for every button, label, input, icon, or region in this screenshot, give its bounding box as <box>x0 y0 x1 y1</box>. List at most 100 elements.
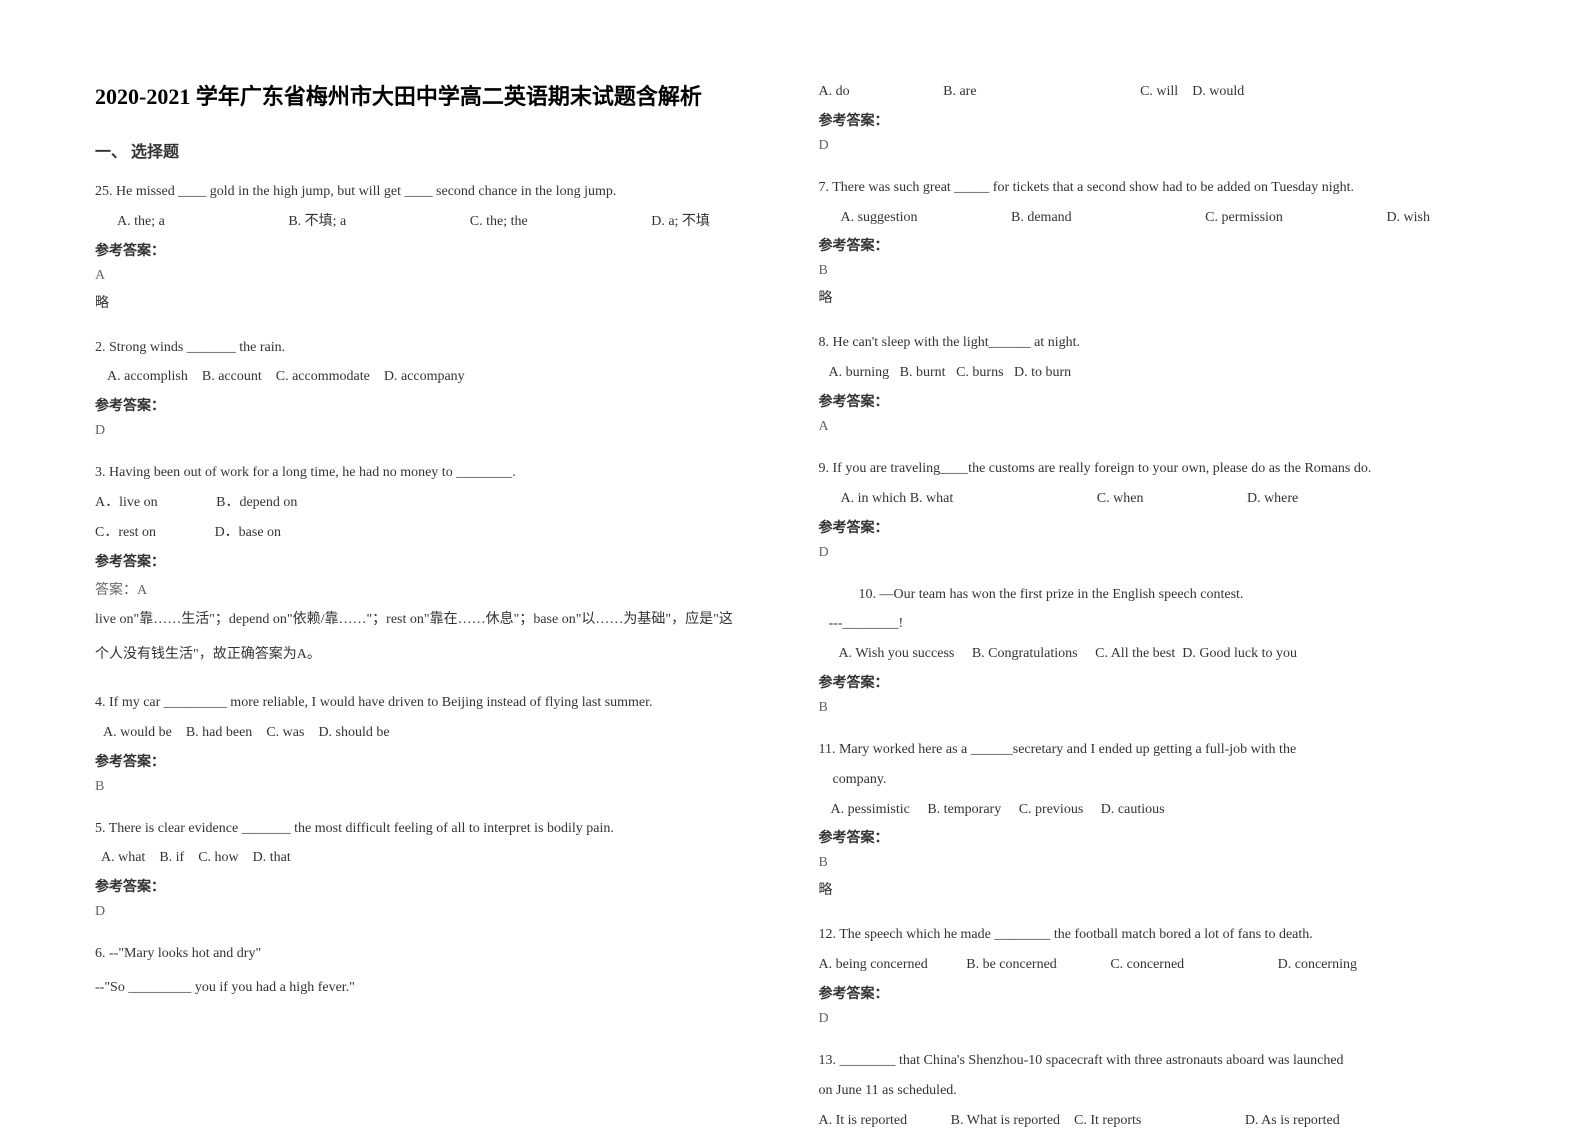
answer-label: 参考答案： <box>819 672 1493 692</box>
question-text-line-1: 13. ________ that China's Shenzhou-10 sp… <box>819 1049 1493 1073</box>
option-a: A. pessimistic <box>831 798 910 822</box>
question-options-row1: A．live on B．depend on <box>95 491 769 515</box>
option-a: A. would be <box>103 721 172 745</box>
option-d: D. that <box>253 846 291 870</box>
question-text-line-2: company. <box>819 768 1493 792</box>
option-b: B. are <box>943 80 976 104</box>
question-options: A. do B. are C. will D. would <box>819 80 1493 104</box>
question-10: 10. —Our team has won the first prize in… <box>819 583 1493 724</box>
question-text-line-2: ---________! <box>819 612 1493 636</box>
option-c: C. how <box>198 846 238 870</box>
question-text: 4. If my car _________ more reliable, I … <box>95 691 769 715</box>
option-d: D. where <box>1247 487 1298 511</box>
question-options: A. being concerned B. be concerned C. co… <box>819 953 1493 977</box>
option-a: A. do <box>819 80 850 104</box>
question-text-line-2: on June 11 as scheduled. <box>819 1079 1493 1103</box>
answer-value: D <box>819 1011 1493 1027</box>
answer-label: 参考答案： <box>95 876 769 896</box>
option-a: A．live on <box>95 491 158 515</box>
option-c: C. concerned <box>1110 953 1184 977</box>
option-b: B. had been <box>186 721 252 745</box>
option-c: C. when <box>1097 487 1144 511</box>
explanation-omitted: 略 <box>95 292 769 312</box>
question-5: 5. There is clear evidence _______ the m… <box>95 817 769 929</box>
question-9: 9. If you are traveling____the customs a… <box>819 457 1493 569</box>
explanation-omitted: 略 <box>819 287 1493 307</box>
option-b: B. burnt <box>900 361 946 385</box>
answer-value: A <box>95 268 769 284</box>
answer-value: B <box>95 779 769 795</box>
answer-value: 答案：A <box>95 579 769 599</box>
option-b: B. demand <box>1011 206 1072 230</box>
question-options: A. what B. if C. how D. that <box>95 846 769 870</box>
question-options: A. would be B. had been C. was D. should… <box>95 721 769 745</box>
question-text-line-2: --"So _________ you if you had a high fe… <box>95 976 769 1000</box>
question-text: 5. There is clear evidence _______ the m… <box>95 817 769 841</box>
question-options: A. the; a B. 不填; a C. the; the D. a; 不填 <box>95 210 769 234</box>
option-d: D. concerning <box>1278 953 1357 977</box>
option-a: A. suggestion <box>841 206 918 230</box>
option-b: B. 不填; a <box>288 210 346 234</box>
answer-value: B <box>819 700 1493 716</box>
question-text: 12. The speech which he made ________ th… <box>819 923 1493 947</box>
question-13: 13. ________ that China's Shenzhou-10 sp… <box>819 1049 1493 1138</box>
answer-value: D <box>95 423 769 439</box>
question-options: A. It is reported B. What is reported C.… <box>819 1109 1493 1133</box>
question-7: 7. There was such great _____ for ticket… <box>819 176 1493 318</box>
option-c: C. All the best <box>1095 642 1175 666</box>
option-a: A. being concerned <box>819 953 928 977</box>
question-options: A. suggestion B. demand C. permission D.… <box>819 206 1493 230</box>
option-d: D. wish <box>1386 206 1430 230</box>
option-a: A. in which <box>841 487 907 511</box>
option-d: D. to burn <box>1014 361 1071 385</box>
answer-label: 参考答案： <box>819 110 1493 130</box>
answer-value: B <box>819 855 1493 871</box>
question-text-line-1: 10. —Our team has won the first prize in… <box>819 583 1493 607</box>
answer-label: 参考答案： <box>819 391 1493 411</box>
option-c: C. It reports <box>1074 1109 1141 1133</box>
option-b: B. what <box>910 487 954 511</box>
option-c: C. permission <box>1205 206 1283 230</box>
answer-label: 参考答案： <box>95 240 769 260</box>
question-text: 9. If you are traveling____the customs a… <box>819 457 1493 481</box>
question-6-cont: A. do B. are C. will D. would 参考答案： D <box>819 80 1493 162</box>
answer-value: D <box>819 545 1493 561</box>
answer-label: 参考答案： <box>95 751 769 771</box>
option-d: D. accompany <box>384 365 465 389</box>
question-6: 6. --"Mary looks hot and dry" --"So ____… <box>95 942 769 1006</box>
option-c: C．rest on <box>95 521 156 545</box>
option-c: C. will <box>1140 80 1178 104</box>
option-d: D. Good luck to you <box>1182 642 1297 666</box>
answer-value: D <box>819 138 1493 154</box>
option-d: D. a; 不填 <box>651 210 710 234</box>
question-options: A. burning B. burnt C. burns D. to burn <box>819 361 1493 385</box>
answer-label: 参考答案： <box>819 983 1493 1003</box>
explanation-omitted: 略 <box>819 879 1493 899</box>
option-c: C. accommodate <box>276 365 370 389</box>
question-12: 12. The speech which he made ________ th… <box>819 923 1493 1035</box>
option-d: D. As is reported <box>1245 1109 1340 1133</box>
option-b: B. if <box>159 846 184 870</box>
option-b: B. Congratulations <box>972 642 1078 666</box>
option-b: B. be concerned <box>966 953 1057 977</box>
option-c: C. burns <box>956 361 1003 385</box>
option-a: A. what <box>101 846 145 870</box>
option-a: A. Wish you success <box>839 642 955 666</box>
question-text: 25. He missed ____ gold in the high jump… <box>95 180 769 204</box>
answer-label: 参考答案： <box>95 395 769 415</box>
explanation-line-1: live on"靠……生活"；depend on"依赖/靠……"；rest on… <box>95 607 769 632</box>
option-b: B．depend on <box>216 491 297 515</box>
question-2: 2. Strong winds _______ the rain. A. acc… <box>95 336 769 448</box>
question-25: 25. He missed ____ gold in the high jump… <box>95 180 769 322</box>
option-a: A. burning <box>829 361 890 385</box>
option-c: C. previous <box>1019 798 1084 822</box>
option-d: D. should be <box>318 721 389 745</box>
right-column: A. do B. are C. will D. would 参考答案： D 7.… <box>819 80 1493 1082</box>
question-text: 7. There was such great _____ for ticket… <box>819 176 1493 200</box>
answer-label: 参考答案： <box>819 517 1493 537</box>
option-a: A. It is reported <box>819 1109 908 1133</box>
question-11: 11. Mary worked here as a ______secretar… <box>819 738 1493 909</box>
option-d: D. would <box>1192 80 1244 104</box>
exam-title: 2020-2021 学年广东省梅州市大田中学高二英语期末试题含解析 <box>95 80 769 113</box>
question-text: 8. He can't sleep with the light______ a… <box>819 331 1493 355</box>
